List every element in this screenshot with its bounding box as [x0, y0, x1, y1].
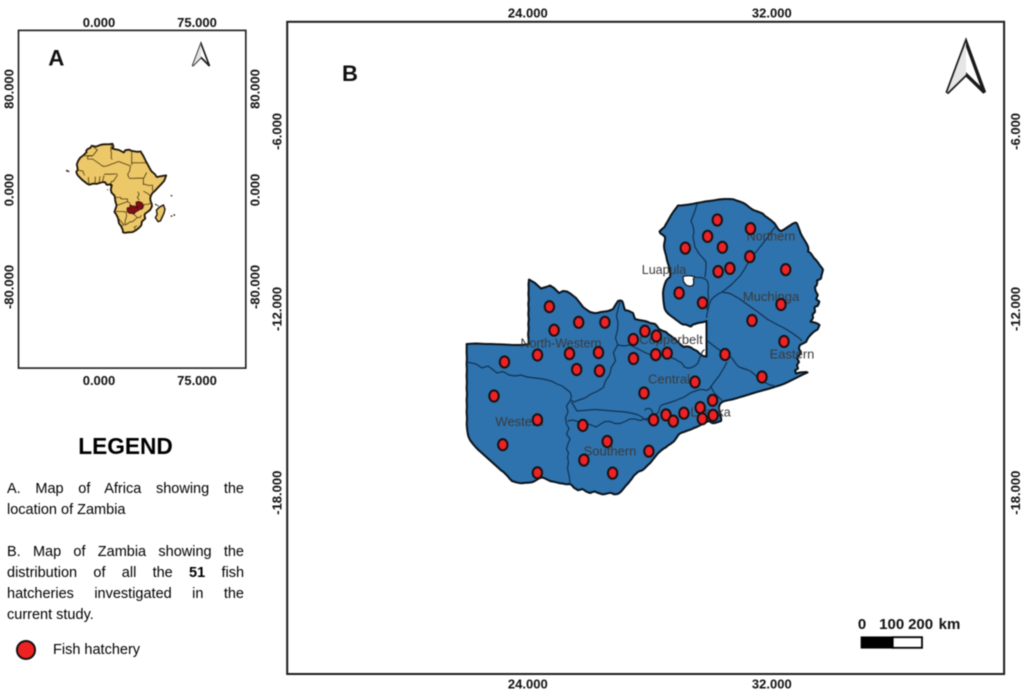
svg-text:0.000: 0.000 — [83, 15, 116, 30]
svg-text:80.000: 80.000 — [248, 69, 263, 109]
svg-text:32.000: 32.000 — [752, 6, 792, 21]
svg-text:100: 100 — [879, 616, 904, 633]
svg-text:32.000: 32.000 — [752, 677, 792, 692]
svg-text:Southern: Southern — [584, 444, 637, 459]
svg-text:24.000: 24.000 — [508, 6, 548, 21]
svg-text:Eastern: Eastern — [770, 347, 815, 362]
svg-text:Luapula: Luapula — [642, 263, 687, 277]
svg-text:km: km — [939, 616, 961, 633]
svg-text:Central: Central — [648, 372, 690, 387]
svg-text:-18.000: -18.000 — [270, 471, 285, 515]
svg-text:-80.000: -80.000 — [248, 265, 263, 309]
svg-text:-12.000: -12.000 — [1008, 287, 1023, 331]
svg-text:80.000: 80.000 — [2, 69, 17, 109]
svg-text:0.000: 0.000 — [2, 174, 17, 207]
svg-text:0: 0 — [858, 616, 866, 633]
svg-text:Western: Western — [495, 414, 543, 429]
svg-text:-18.000: -18.000 — [1008, 471, 1023, 515]
svg-text:-80.000: -80.000 — [2, 265, 17, 309]
svg-text:0.000: 0.000 — [83, 373, 116, 388]
svg-text:-6.000: -6.000 — [270, 113, 285, 150]
svg-text:-12.000: -12.000 — [270, 287, 285, 331]
svg-text:Northern: Northern — [747, 229, 796, 243]
svg-text:Muchinga: Muchinga — [743, 289, 800, 304]
svg-text:-6.000: -6.000 — [1008, 113, 1023, 150]
svg-text:0.000: 0.000 — [248, 174, 263, 207]
svg-text:75.000: 75.000 — [177, 15, 217, 30]
svg-text:200: 200 — [908, 616, 933, 633]
svg-text:24.000: 24.000 — [508, 677, 548, 692]
svg-text:A: A — [48, 46, 64, 71]
svg-text:B: B — [342, 61, 358, 86]
svg-text:75.000: 75.000 — [177, 373, 217, 388]
svg-text:North-Western: North-Western — [520, 336, 601, 350]
